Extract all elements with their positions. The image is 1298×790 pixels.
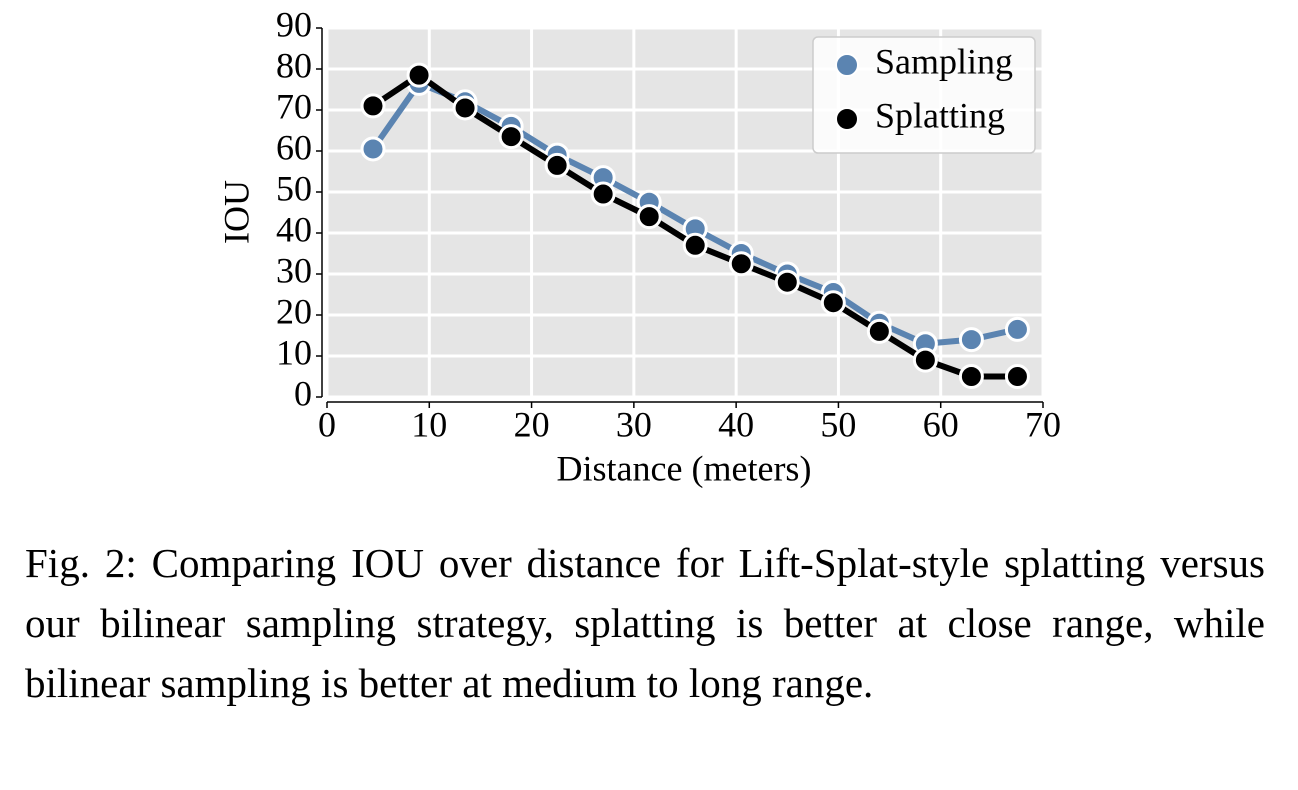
x-tick-label: 60 — [923, 404, 959, 444]
legend-box — [812, 36, 1036, 154]
y-tick-label: 30 — [276, 250, 312, 290]
legend-label: Splatting — [875, 95, 1005, 135]
point — [590, 181, 616, 207]
point — [820, 290, 846, 316]
point — [360, 93, 386, 119]
x-tick-label: 30 — [616, 404, 652, 444]
y-tick-label: 80 — [276, 45, 312, 85]
y-tick-label: 0 — [294, 373, 312, 413]
point — [912, 347, 938, 373]
point — [452, 95, 478, 121]
x-axis-label: Distance (meters) — [557, 448, 812, 488]
legend-marker — [835, 53, 859, 77]
x-tick-label: 10 — [411, 404, 447, 444]
point — [1004, 316, 1030, 342]
point — [360, 136, 386, 162]
y-tick-label: 90 — [276, 4, 312, 44]
point — [406, 62, 432, 88]
y-tick-label: 70 — [276, 86, 312, 126]
x-tick-label: 0 — [318, 404, 336, 444]
chart: Distance (meters) IOU 010203040506070809… — [216, 4, 1061, 488]
x-tick-label: 50 — [820, 404, 856, 444]
x-tick-label: 40 — [718, 404, 754, 444]
point — [958, 364, 984, 389]
point — [728, 251, 754, 277]
point — [1004, 364, 1030, 389]
y-tick-label: 50 — [276, 168, 312, 208]
legend-marker — [835, 107, 859, 131]
x-tick-label: 70 — [1025, 404, 1061, 444]
caption: Fig. 2: Comparing IOU over distance for … — [25, 540, 1265, 706]
point — [774, 269, 800, 295]
y-tick-label: 20 — [276, 291, 312, 331]
point — [866, 318, 892, 344]
legend-label: Sampling — [875, 41, 1013, 81]
y-tick-label: 10 — [276, 332, 312, 372]
x-tick-label: 20 — [514, 404, 550, 444]
point — [958, 327, 984, 353]
point — [682, 232, 708, 258]
y-tick-label: 40 — [276, 209, 312, 249]
point — [544, 152, 570, 178]
y-axis-label: IOU — [216, 180, 256, 244]
y-tick-label: 60 — [276, 127, 312, 167]
point — [636, 204, 662, 230]
point — [498, 124, 524, 150]
